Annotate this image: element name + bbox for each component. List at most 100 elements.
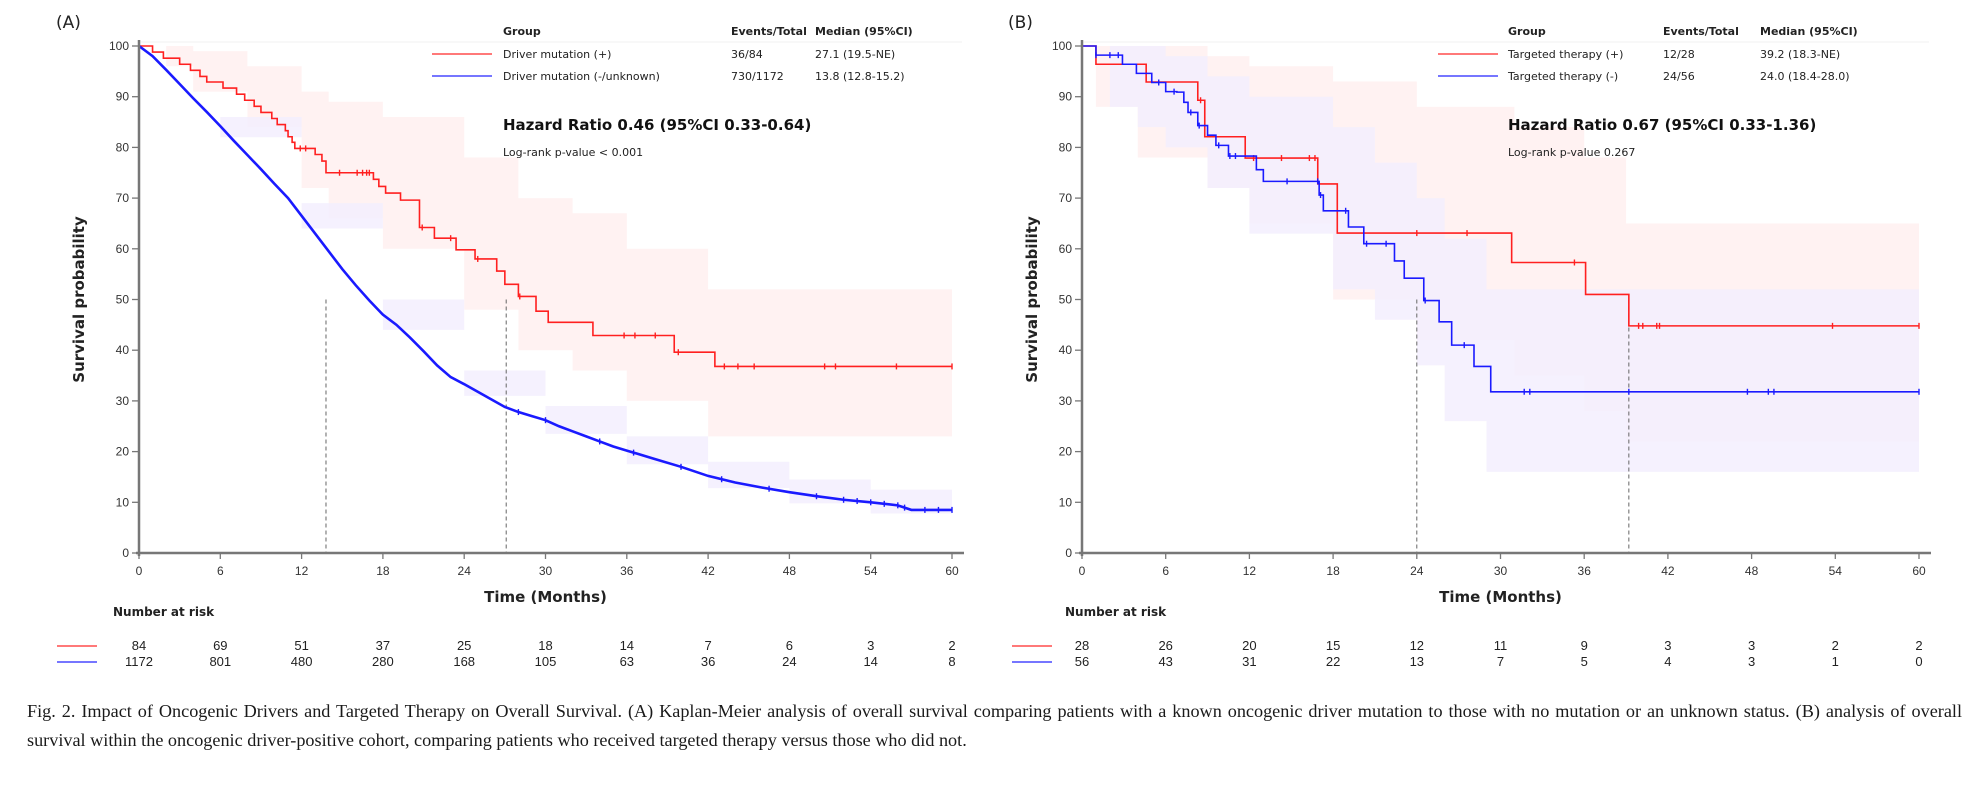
logrank-pvalue: Log-rank p-value 0.267 xyxy=(1508,146,1635,159)
risk-count: 18 xyxy=(538,638,552,653)
risk-count: 22 xyxy=(1326,654,1340,669)
confidence-band-blue xyxy=(139,46,952,523)
legend-header-median: Median (95%CI) xyxy=(1760,25,1858,38)
legend-group-label: Driver mutation (+) xyxy=(503,48,611,61)
risk-count: 25 xyxy=(457,638,471,653)
risk-count: 2 xyxy=(1915,638,1922,653)
y-tick-label: 70 xyxy=(116,191,130,205)
y-tick-label: 30 xyxy=(1059,394,1073,408)
risk-count: 2 xyxy=(948,638,955,653)
risk-count: 12 xyxy=(1410,638,1424,653)
y-tick-label: 60 xyxy=(116,242,130,256)
x-tick-label: 36 xyxy=(620,564,634,578)
x-tick-label: 6 xyxy=(217,564,224,578)
risk-count: 5 xyxy=(1581,654,1588,669)
risk-count: 37 xyxy=(376,638,390,653)
risk-count: 28 xyxy=(1075,638,1089,653)
y-tick-label: 40 xyxy=(1059,343,1073,357)
risk-count: 8 xyxy=(948,654,955,669)
legend-group-label: Targeted therapy (-) xyxy=(1507,70,1618,83)
hazard-ratio: Hazard Ratio 0.46 (95%CI 0.33-0.64) xyxy=(503,116,811,134)
legend-group-label: Targeted therapy (+) xyxy=(1507,48,1623,61)
x-axis-title: Time (Months) xyxy=(1439,588,1562,606)
figure-caption: Fig. 2. Impact of Oncogenic Drivers and … xyxy=(27,701,1962,750)
risk-count: 3 xyxy=(1664,638,1671,653)
risk-count: 7 xyxy=(1497,654,1504,669)
y-tick-label: 40 xyxy=(116,343,130,357)
legend-events: 12/28 xyxy=(1663,48,1695,61)
y-tick-label: 80 xyxy=(1059,140,1073,154)
y-tick-label: 10 xyxy=(116,495,130,509)
panel-label: (B) xyxy=(1008,13,1033,33)
risk-count: 3 xyxy=(1748,654,1755,669)
legend-header-events: Events/Total xyxy=(1663,25,1739,38)
risk-count: 9 xyxy=(1581,638,1588,653)
y-tick-label: 0 xyxy=(1065,546,1072,560)
panel-label: (A) xyxy=(56,13,81,33)
risk-count: 36 xyxy=(701,654,715,669)
hazard-ratio: Hazard Ratio 0.67 (95%CI 0.33-1.36) xyxy=(1508,116,1816,134)
risk-count: 14 xyxy=(620,638,634,653)
risk-count: 3 xyxy=(867,638,874,653)
x-tick-label: 60 xyxy=(945,564,959,578)
risk-count: 168 xyxy=(453,654,475,669)
risk-count: 24 xyxy=(782,654,796,669)
survival-curve-blue xyxy=(138,44,952,512)
risk-count: 31 xyxy=(1242,654,1256,669)
x-tick-label: 54 xyxy=(1829,564,1843,578)
y-tick-label: 30 xyxy=(116,394,130,408)
risk-count: 4 xyxy=(1664,654,1671,669)
legend-header-group: Group xyxy=(1508,25,1546,38)
x-tick-label: 0 xyxy=(136,564,143,578)
risk-count: 480 xyxy=(291,654,313,669)
x-tick-label: 48 xyxy=(1745,564,1759,578)
risk-count: 15 xyxy=(1326,638,1340,653)
y-tick-label: 20 xyxy=(1059,445,1073,459)
x-tick-label: 48 xyxy=(783,564,797,578)
x-tick-label: 24 xyxy=(458,564,472,578)
legend-group-label: Driver mutation (-/unknown) xyxy=(503,70,660,83)
number-at-risk-title: Number at risk xyxy=(113,605,215,619)
risk-count: 0 xyxy=(1915,654,1922,669)
y-tick-label: 70 xyxy=(1059,191,1073,205)
risk-count: 14 xyxy=(863,654,877,669)
risk-count: 105 xyxy=(535,654,557,669)
x-tick-label: 12 xyxy=(295,564,309,578)
risk-count: 3 xyxy=(1748,638,1755,653)
risk-count: 280 xyxy=(372,654,394,669)
x-tick-label: 42 xyxy=(701,564,715,578)
legend-events: 730/1172 xyxy=(731,70,784,83)
legend-header-median: Median (95%CI) xyxy=(815,25,913,38)
x-axis-title: Time (Months) xyxy=(484,588,607,606)
y-tick-label: 50 xyxy=(1059,293,1073,307)
confidence-band-blue xyxy=(1082,46,1919,472)
survival-curve-red xyxy=(139,45,952,368)
risk-count: 56 xyxy=(1075,654,1089,669)
y-tick-label: 80 xyxy=(116,140,130,154)
risk-count: 63 xyxy=(620,654,634,669)
x-tick-label: 30 xyxy=(539,564,553,578)
x-tick-label: 60 xyxy=(1912,564,1926,578)
risk-count: 13 xyxy=(1410,654,1424,669)
risk-count: 6 xyxy=(786,638,793,653)
confidence-band-red xyxy=(139,46,952,437)
risk-count: 7 xyxy=(704,638,711,653)
risk-count: 2 xyxy=(1832,638,1839,653)
number-at-risk-title: Number at risk xyxy=(1065,605,1167,619)
y-tick-label: 100 xyxy=(109,39,129,53)
risk-count: 1 xyxy=(1832,654,1839,669)
y-tick-label: 60 xyxy=(1059,242,1073,256)
risk-count: 20 xyxy=(1242,638,1256,653)
y-tick-label: 20 xyxy=(116,445,130,459)
risk-count: 801 xyxy=(209,654,231,669)
x-tick-label: 0 xyxy=(1079,564,1086,578)
risk-count: 26 xyxy=(1158,638,1172,653)
x-tick-label: 24 xyxy=(1410,564,1424,578)
x-tick-label: 42 xyxy=(1661,564,1675,578)
legend-median: 27.1 (19.5-NE) xyxy=(815,48,895,61)
y-tick-label: 50 xyxy=(116,293,130,307)
x-tick-label: 18 xyxy=(1326,564,1340,578)
risk-count: 51 xyxy=(294,638,308,653)
